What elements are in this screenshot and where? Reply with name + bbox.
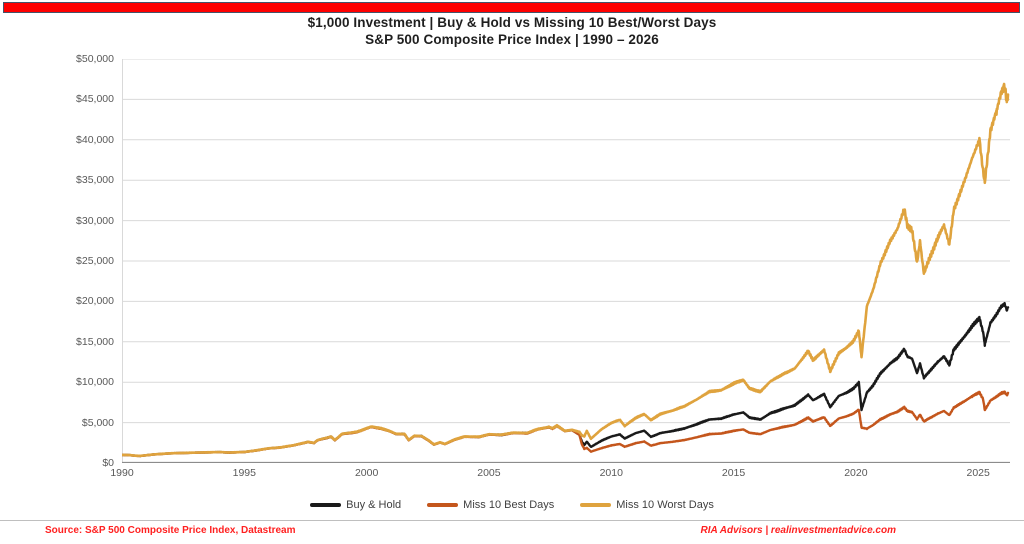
y-tick-label: $35,000: [76, 174, 114, 187]
legend-line-swatch: [580, 503, 612, 507]
x-tick-label: 1995: [232, 467, 256, 479]
footer-divider: [0, 520, 1024, 521]
legend-label: Miss 10 Worst Days: [616, 499, 714, 511]
legend-line-swatch: [310, 503, 342, 507]
y-tick-label: $20,000: [76, 295, 114, 308]
y-tick-label: $10,000: [76, 376, 114, 389]
red-header-bar: [3, 2, 1020, 13]
legend-item: Miss 10 Best Days: [427, 499, 554, 511]
legend: Buy & Hold Miss 10 Best Days Miss 10 Worst…: [0, 499, 1024, 511]
legend-item: Miss 10 Worst Days: [580, 499, 714, 511]
legend-item: Buy & Hold: [310, 499, 401, 511]
legend-line-swatch: [427, 503, 459, 507]
x-tick-label: 2000: [354, 467, 379, 479]
y-tick-label: $5,000: [81, 416, 114, 429]
series-line-1: [122, 390, 1010, 458]
legend-label: Buy & Hold: [346, 499, 402, 511]
x-tick-label: 2010: [599, 467, 623, 479]
x-tick-label: 1990: [110, 467, 134, 479]
chart-title: $1,000 Investment | Buy & Hold vs Missin…: [307, 15, 717, 30]
series-line-2: [122, 82, 1010, 458]
y-tick-label: $40,000: [76, 133, 114, 146]
y-tick-label: $30,000: [76, 214, 114, 227]
x-tick-label: 2005: [477, 467, 501, 479]
series-line-0: [122, 301, 1010, 458]
y-tick-label: $45,000: [76, 93, 114, 106]
x-tick-label: 2025: [966, 467, 990, 479]
y-tick-label: $25,000: [76, 255, 114, 267]
brand-note: RIA Advisors | realinvestmentadvice.com: [700, 525, 896, 536]
y-tick-label: $50,000: [76, 53, 114, 65]
y-tick-label: $0: [102, 457, 114, 469]
chart-subtitle: S&P 500 Composite Price Index | 1990 – 2…: [365, 32, 659, 47]
y-tick-label: $15,000: [76, 335, 114, 348]
x-tick-label: 2015: [721, 467, 746, 479]
x-tick-label: 2020: [844, 467, 868, 479]
plot-area: [122, 59, 1010, 463]
source-note: Source: S&P 500 Composite Price Index, D…: [45, 525, 296, 536]
legend-label: Miss 10 Best Days: [463, 499, 555, 511]
